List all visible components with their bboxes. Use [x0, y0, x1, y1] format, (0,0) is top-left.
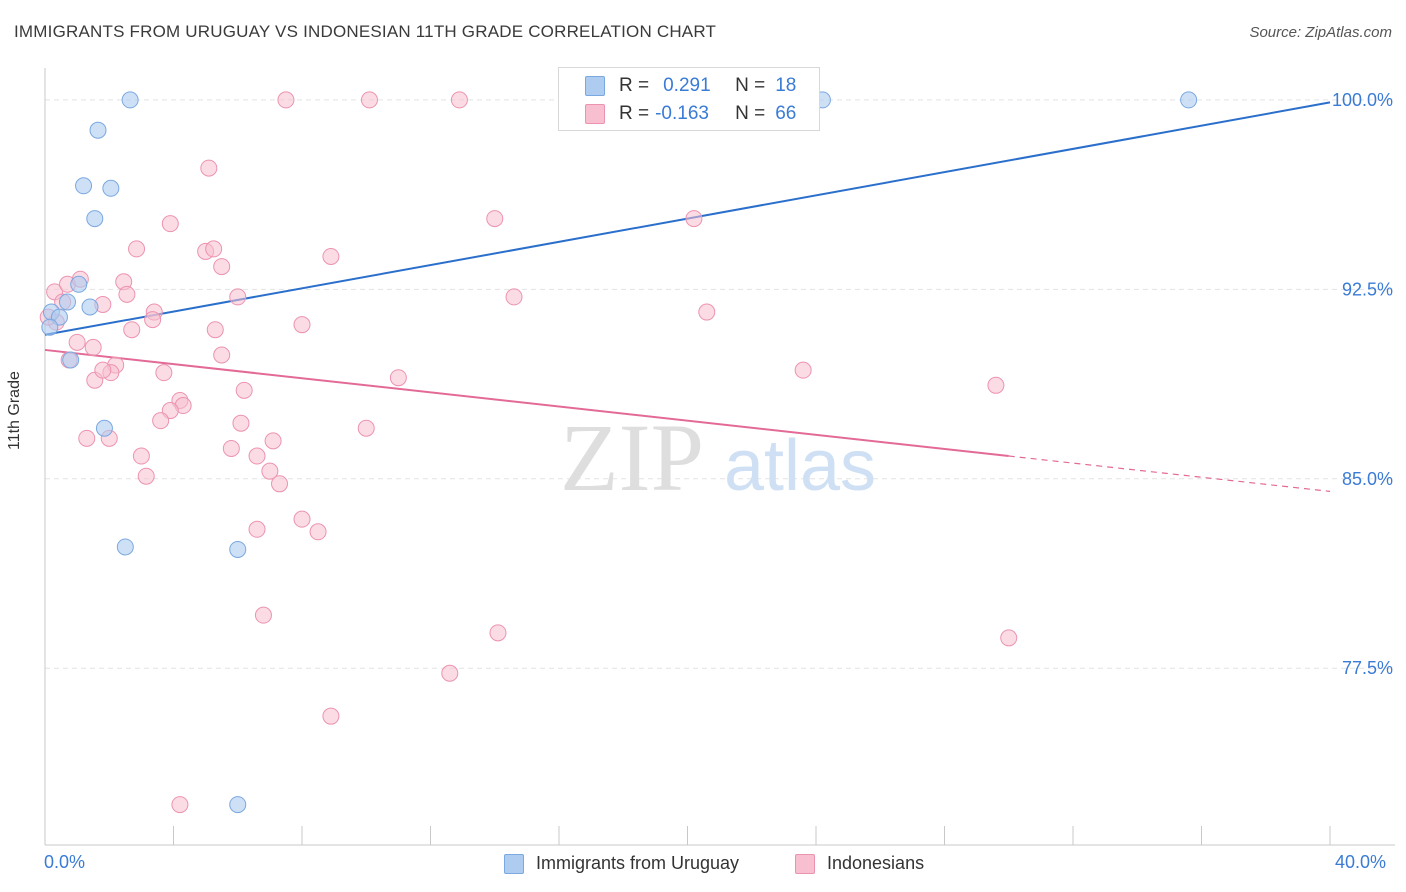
point-indonesians: [206, 321, 224, 339]
point-indonesians: [987, 376, 1005, 394]
pink-swatch: [795, 853, 815, 874]
point-indonesians: [161, 215, 179, 233]
r-value: 0.291: [663, 75, 711, 96]
point-indonesians: [155, 364, 173, 382]
point-uruguay: [229, 540, 247, 558]
point-indonesians: [254, 606, 272, 624]
point-indonesians: [1000, 629, 1018, 647]
source-credit: Source: ZipAtlas.com: [1249, 24, 1392, 41]
blue-swatch: [504, 853, 524, 874]
chart-title: IMMIGRANTS FROM URUGUAY VS INDONESIAN 11…: [14, 22, 717, 41]
point-indonesians: [235, 381, 253, 399]
point-indonesians: [132, 447, 150, 465]
point-uruguay: [86, 210, 104, 228]
point-indonesians: [309, 523, 327, 541]
point-indonesians: [685, 210, 703, 228]
y-tick-label: 85.0%: [1342, 469, 1393, 489]
n-label: N =: [735, 75, 766, 96]
point-indonesians: [222, 439, 240, 457]
point-indonesians: [144, 311, 162, 329]
point-indonesians: [794, 361, 812, 379]
r-label: R =: [619, 75, 650, 96]
point-indonesians: [248, 447, 266, 465]
point-uruguay: [70, 275, 88, 293]
watermark: ZIP atlas: [560, 404, 876, 511]
point-indonesians: [171, 796, 189, 814]
point-indonesians: [450, 91, 468, 109]
point-uruguay: [75, 177, 93, 195]
point-uruguay: [102, 179, 120, 197]
point-indonesians: [213, 346, 231, 364]
point-indonesians: [213, 258, 231, 276]
point-indonesians: [441, 664, 459, 682]
y-tick-label: 100.0%: [1332, 90, 1393, 110]
point-uruguay: [1180, 91, 1198, 109]
stats-legend: R = 0.291 N = 18 R = -0.163 N = 66: [558, 67, 820, 131]
point-indonesians: [389, 369, 407, 387]
point-uruguay: [116, 538, 134, 556]
point-indonesians: [200, 159, 218, 177]
point-indonesians: [271, 475, 289, 493]
point-indonesians: [505, 288, 523, 306]
point-uruguay: [95, 419, 113, 437]
point-uruguay: [121, 91, 139, 109]
point-indonesians: [118, 285, 136, 303]
y-tick-labels: 77.5% 85.0% 92.5% 100.0%: [1332, 90, 1393, 678]
point-uruguay: [41, 318, 59, 336]
data-points: [39, 91, 1198, 814]
x-tick-max: 40.0%: [1335, 852, 1387, 872]
legend-item-indonesians[interactable]: Indonesians: [795, 853, 924, 874]
point-indonesians: [322, 707, 340, 725]
r-label: R =: [619, 103, 650, 124]
point-indonesians: [232, 414, 250, 432]
y-tick-label: 77.5%: [1342, 658, 1393, 678]
point-uruguay: [62, 351, 80, 369]
point-indonesians: [248, 520, 266, 538]
y-tick-label: 92.5%: [1342, 279, 1393, 299]
point-indonesians: [205, 240, 223, 258]
trend-line-indonesians-extension: [1008, 455, 1331, 492]
stats-row-uruguay: R = 0.291 N = 18: [585, 74, 796, 98]
point-indonesians: [229, 288, 247, 306]
point-indonesians: [68, 333, 86, 351]
r-value: -0.163: [655, 103, 709, 124]
n-label: N =: [735, 103, 766, 124]
point-indonesians: [261, 462, 279, 480]
stats-row-indonesians: R = -0.163 N = 66: [585, 102, 796, 126]
watermark-zip: ZIP: [560, 404, 704, 511]
point-indonesians: [123, 321, 141, 339]
point-indonesians: [486, 210, 504, 228]
point-indonesians: [698, 303, 716, 321]
trend-line-indonesians: [44, 348, 1009, 458]
n-value: 66: [775, 103, 797, 124]
point-indonesians: [360, 91, 378, 109]
point-uruguay: [81, 298, 99, 316]
series-legend: Immigrants from Uruguay Indonesians: [0, 852, 1406, 878]
point-uruguay: [89, 121, 107, 139]
point-indonesians: [137, 467, 155, 485]
x-tick-min: 0.0%: [44, 852, 86, 872]
legend-label-indonesians: Indonesians: [827, 853, 925, 873]
point-indonesians: [293, 316, 311, 334]
point-indonesians: [84, 338, 102, 356]
point-indonesians: [489, 624, 507, 642]
point-indonesians: [152, 412, 170, 430]
point-indonesians: [322, 247, 340, 265]
point-indonesians: [277, 91, 295, 109]
legend-item-uruguay[interactable]: Immigrants from Uruguay: [504, 853, 739, 874]
point-indonesians: [94, 361, 112, 379]
point-uruguay: [229, 796, 247, 814]
point-indonesians: [78, 429, 96, 447]
point-indonesians: [264, 432, 282, 450]
legend-label-uruguay: Immigrants from Uruguay: [536, 853, 740, 873]
pink-swatch: [585, 104, 605, 124]
axes: [44, 68, 1395, 846]
n-value: 18: [775, 75, 797, 96]
point-indonesians: [128, 240, 146, 258]
point-indonesians: [357, 419, 375, 437]
point-indonesians: [293, 510, 311, 528]
blue-swatch: [585, 76, 605, 96]
point-uruguay: [58, 293, 76, 311]
